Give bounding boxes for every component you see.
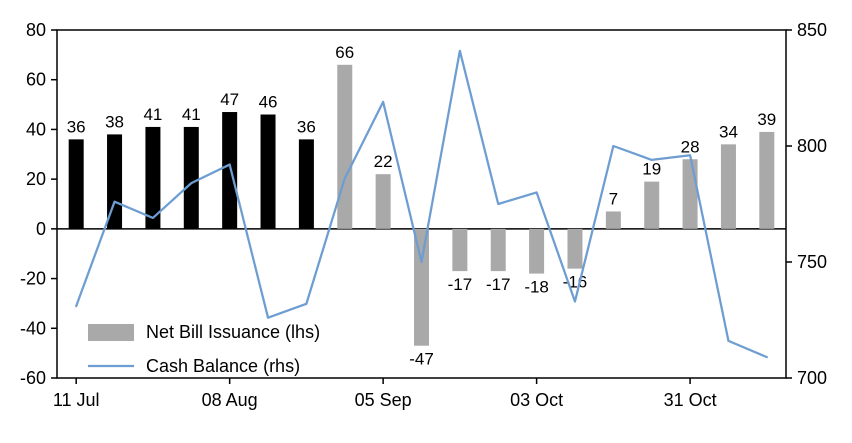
bar-data-label: 36	[67, 117, 86, 136]
cash-balance-line	[75, 49, 768, 359]
bar	[759, 131, 775, 229]
bar-data-label: 41	[182, 105, 201, 124]
right-axis-label: 850	[797, 20, 827, 40]
bar	[68, 139, 84, 229]
bar-data-label: -18	[524, 278, 549, 297]
right-axis-label: 750	[797, 252, 827, 272]
legend-bar-swatch-icon	[88, 324, 134, 341]
bar-data-label: 34	[719, 122, 738, 141]
left-axis-label: 60	[26, 70, 46, 90]
bar	[260, 114, 276, 229]
bar-data-label: 28	[681, 137, 700, 156]
bar-data-label: 41	[143, 105, 162, 124]
bar-data-label: -17	[448, 275, 473, 294]
bar-data-label: -17	[486, 275, 511, 294]
bar-data-label: 38	[105, 112, 124, 131]
legend: Net Bill Issuance (lhs) Cash Balance (rh…	[88, 322, 320, 376]
left-axis-label: 20	[26, 169, 46, 189]
plot-frame	[56, 29, 787, 379]
bar	[720, 144, 736, 229]
legend-line-label: Cash Balance (rhs)	[146, 356, 300, 376]
x-axis-label: 05 Sep	[355, 390, 412, 410]
x-axis-label: 08 Aug	[202, 390, 258, 410]
bar	[529, 228, 545, 274]
bar	[222, 112, 238, 229]
bar	[298, 139, 314, 229]
x-axis-label: 11 Jul	[53, 390, 100, 410]
left-axis-label: -20	[20, 269, 46, 289]
right-axis-label: 700	[797, 368, 827, 388]
bar-data-label: 46	[259, 93, 278, 112]
left-axis-label: -40	[20, 318, 46, 338]
bar-data-label: 66	[335, 43, 354, 62]
bar	[567, 228, 583, 269]
bar	[452, 228, 468, 272]
bar	[183, 126, 199, 229]
bar	[490, 228, 506, 272]
bar-data-label: 19	[642, 160, 661, 179]
left-axis-label: 0	[36, 219, 46, 239]
legend-bar-label: Net Bill Issuance (lhs)	[146, 322, 320, 342]
bar-data-label: 7	[609, 189, 618, 208]
bar	[414, 228, 429, 346]
bar	[605, 211, 621, 229]
bar-data-label: 22	[374, 152, 393, 171]
left-axis-label: 80	[26, 20, 46, 40]
bar-data-label: 36	[297, 117, 316, 136]
bar	[644, 181, 660, 229]
right-axis-label: 800	[797, 136, 827, 156]
x-axis-label: 03 Oct	[510, 390, 563, 410]
bar	[107, 134, 123, 229]
bar	[337, 64, 353, 229]
left-axis-label: 40	[26, 119, 46, 139]
bar	[682, 159, 698, 229]
bar	[145, 126, 161, 229]
bar	[375, 174, 391, 229]
bar-data-label: 39	[757, 110, 776, 129]
bar-data-label: 47	[220, 90, 239, 109]
x-axis-label: 31 Oct	[664, 390, 717, 410]
bar-data-label: -47	[409, 350, 434, 369]
left-axis-label: -60	[20, 368, 46, 388]
